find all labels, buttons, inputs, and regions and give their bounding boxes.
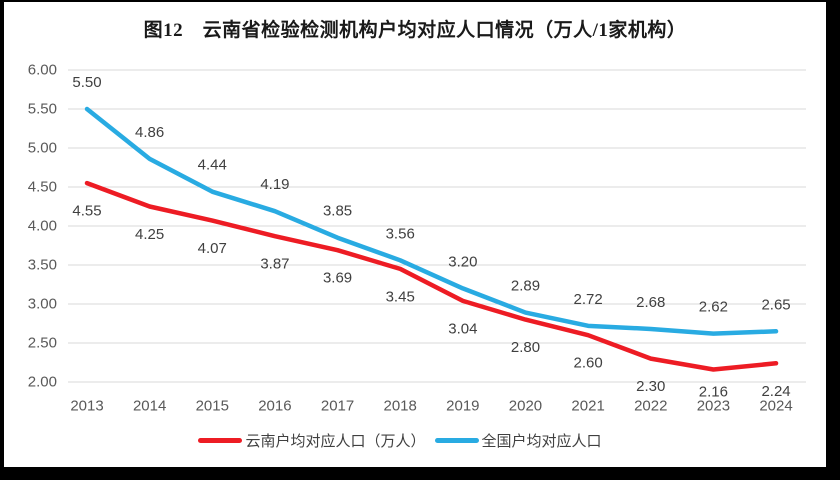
data-label: 4.25 [135, 226, 164, 243]
x-axis-tick-label: 2021 [571, 398, 604, 415]
data-label: 2.16 [699, 384, 728, 401]
legend-label-yunnan: 云南户均对应人口（万人） [245, 433, 426, 450]
series-line-yunnan [84, 180, 779, 372]
data-label: 3.87 [260, 256, 289, 273]
y-axis-tick-label: 4.50 [28, 179, 57, 196]
chart-title: 图12 云南省检验检测机构户均对应人口情况（万人/1家机构） [143, 20, 687, 41]
x-axis-tick-label: 2016 [258, 398, 291, 415]
y-axis-tick-label: 4.00 [28, 218, 57, 235]
x-axis-tick-label: 2023 [697, 398, 730, 415]
data-label: 3.56 [386, 225, 415, 242]
x-axis-tick-label: 2024 [759, 398, 792, 415]
data-label: 2.24 [761, 383, 790, 400]
line-chart-plot: 6.00 5.50 5.00 4.50 4.00 3.50 3.00 2.50 2.00 2013… [28, 62, 806, 415]
y-axis-tick-label: 6.00 [28, 62, 57, 79]
legend-label-national: 全国户均对应人口 [481, 433, 602, 450]
y-axis-tick-label: 3.50 [28, 257, 57, 274]
data-label: 2.89 [511, 278, 540, 295]
data-label: 2.68 [636, 294, 665, 311]
chart-legend: 云南户均对应人口（万人） 全国户均对应人口 [4, 430, 811, 451]
series-line-national [84, 106, 779, 336]
legend-swatch-yunnan [198, 438, 243, 443]
x-axis-tick-label: 2015 [196, 398, 229, 415]
y-axis-tick-label: 2.50 [28, 335, 57, 352]
y-axis-tick-label: 3.00 [28, 296, 57, 313]
data-label: 3.85 [323, 203, 352, 220]
x-axis-tick-label: 2014 [133, 398, 166, 415]
x-axis-tick-label: 2019 [446, 398, 479, 415]
x-axis-tick-label: 2022 [634, 398, 667, 415]
y-axis-tick-label: 2.00 [28, 374, 57, 391]
y-axis-tick-label: 5.00 [28, 140, 57, 157]
data-label: 4.19 [260, 176, 289, 193]
x-axis-tick-label: 2020 [509, 398, 542, 415]
data-label: 3.20 [448, 253, 477, 270]
chart-area: 图12 云南省检验检测机构户均对应人口情况（万人/1家机构） 6.00 5.50 5… [4, 2, 826, 467]
data-label: 2.65 [761, 296, 790, 313]
data-label: 2.72 [574, 291, 603, 308]
data-label: 4.07 [198, 240, 227, 257]
data-label: 2.60 [574, 355, 603, 372]
data-label: 4.44 [198, 157, 227, 174]
legend-item-national: 全国户均对应人口 [434, 430, 602, 451]
x-axis-tick-label: 2018 [384, 398, 417, 415]
x-axis-tick-label: 2013 [70, 398, 103, 415]
legend-item-yunnan: 云南户均对应人口（万人） [198, 430, 426, 451]
data-label: 3.69 [323, 270, 352, 287]
data-label: 3.04 [448, 320, 477, 337]
y-axis-tick-label: 5.50 [28, 101, 57, 118]
data-label: 4.55 [72, 203, 101, 220]
legend-swatch-national [434, 438, 479, 443]
data-label: 2.62 [699, 299, 728, 316]
data-label: 5.50 [72, 74, 101, 91]
data-label: 2.80 [511, 339, 540, 356]
data-label: 3.45 [386, 288, 415, 305]
x-axis-tick-label: 2017 [321, 398, 354, 415]
data-label: 4.86 [135, 124, 164, 141]
data-label: 2.30 [636, 378, 665, 395]
